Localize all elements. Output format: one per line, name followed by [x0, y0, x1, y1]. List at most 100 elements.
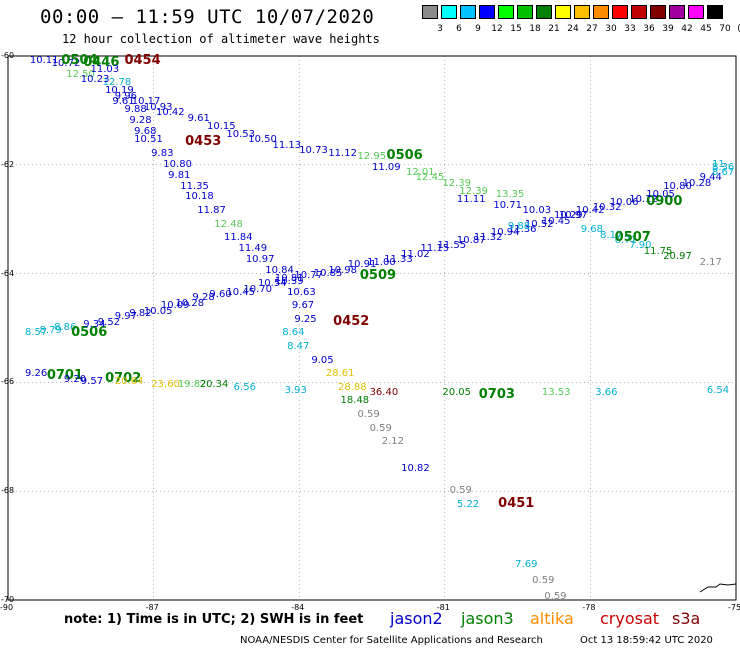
wave-height-label: 12.95	[357, 150, 387, 162]
legend-swatch	[669, 5, 685, 19]
wave-height-label: 8.79	[39, 324, 62, 336]
wave-height-label: 3.66	[595, 387, 618, 399]
legend-label: 45	[700, 24, 712, 34]
x-tick-label: -87	[145, 603, 159, 612]
wave-height-label: 11.33	[384, 254, 413, 265]
legend-swatch	[574, 5, 590, 19]
wave-height-label: 7.69	[515, 558, 538, 570]
wave-height-label: 10.53	[226, 128, 256, 140]
wave-height-label: 8.36	[712, 161, 735, 173]
wave-height-label: 28.61	[325, 368, 355, 380]
wave-height-label: 9.97	[114, 311, 138, 323]
legend-label: 30	[605, 24, 617, 34]
legend-swatch	[441, 5, 457, 19]
note-text: note: 1) Time is in UTC; 2) SWH is in fe…	[64, 612, 364, 627]
wave-height-label: 9.20	[63, 373, 87, 385]
y-tick-label: -64	[1, 268, 15, 278]
wave-height-label: 10.81	[274, 273, 304, 285]
y-tick-label: -66	[1, 377, 15, 387]
wave-height-label: 0.59	[544, 591, 567, 603]
legend-swatch	[536, 5, 552, 19]
source-credit: NOAA/NESDIS Center for Satellite Applica…	[240, 635, 543, 646]
wave-height-label: 10.52	[524, 218, 554, 230]
wave-height-label: 18.48	[340, 395, 370, 407]
wave-height-label: 36.40	[369, 387, 399, 399]
wave-height-label: 9.52	[97, 316, 121, 328]
legend-swatch	[593, 5, 609, 19]
pass-time-label: 0451	[498, 496, 535, 512]
wave-height-label: 11.55	[437, 240, 467, 252]
legend-swatch	[517, 5, 533, 19]
wave-height-label: 11	[712, 158, 725, 170]
wave-height-label: 8.86	[54, 322, 77, 333]
pass-time-label: 0446	[83, 55, 120, 71]
wave-height-label: 11.00	[367, 256, 396, 268]
wave-height-label: 7.90	[629, 240, 652, 252]
satellite-altika-label: altika	[530, 609, 574, 628]
wave-height-label: 8.67	[712, 166, 735, 178]
wave-height-label: 9.81	[168, 169, 191, 181]
wave-height-label: 20.05	[442, 387, 471, 399]
wave-height-label: 12.50	[66, 69, 95, 81]
wave-height-label: 9.88	[507, 221, 531, 233]
wave-height-label: 11.13	[272, 139, 302, 151]
wave-height-label: 11.35	[180, 180, 209, 192]
wave-height-label: 8.47	[287, 341, 310, 353]
wave-height-label: 10.71	[493, 199, 522, 211]
wave-height-label: 10.50	[248, 134, 277, 146]
wave-height-label: 9.68	[580, 224, 603, 236]
pass-time-label: 0509	[359, 267, 397, 283]
legend-swatch	[422, 5, 438, 19]
wave-height-label: 6.54	[706, 384, 730, 396]
legend-label: 18	[529, 24, 541, 34]
wave-height-label: 10.45	[226, 286, 256, 298]
map-subtitle: 12 hour collection of altimeter wave hei…	[62, 32, 380, 46]
wave-height-label: 9.05	[311, 354, 334, 366]
wave-height-label: 0.59	[369, 422, 392, 434]
wave-height-label: 23.60	[151, 379, 180, 391]
legend-swatch	[612, 5, 628, 19]
wave-height-label: 12.45	[415, 172, 445, 184]
legend-swatch	[650, 5, 666, 19]
map-grid	[7, 55, 737, 601]
wave-height-label: 9.60	[209, 289, 232, 301]
wave-height-label: 9.28	[129, 115, 152, 127]
wave-height-label: 11.49	[238, 243, 268, 255]
wave-height-label: 10.72	[51, 58, 81, 70]
wave-height-label: 10.84	[265, 264, 294, 276]
wave-height-label: 9.25	[294, 313, 317, 325]
pass-time-label: 0504	[61, 52, 98, 68]
wave-height-label: 10.80	[163, 158, 192, 170]
wave-height-label: 12.01	[405, 166, 435, 178]
wave-height-label: 9.82	[129, 308, 152, 320]
x-tick-label: -84	[291, 603, 305, 612]
x-tick-label: -81	[436, 603, 450, 612]
y-tick-label: -70	[1, 595, 15, 604]
wave-height-label: 10.06	[609, 196, 639, 208]
map-frame	[7, 55, 737, 601]
legend-label: 36	[643, 24, 655, 34]
legend-label: 24	[567, 24, 579, 34]
wave-height-label: 13.35	[495, 188, 525, 200]
legend-label: 9	[475, 24, 481, 34]
legend-swatch	[688, 5, 704, 19]
wave-height-label: 0.59	[532, 574, 555, 586]
wave-height-label: 10.77	[294, 270, 323, 282]
wave-height-label: 12.48	[214, 218, 243, 230]
wave-height-label: 9.44	[699, 172, 722, 184]
pass-time-label: 0507	[614, 229, 651, 245]
legend-swatch	[479, 5, 495, 19]
wave-height-label: 10.45	[541, 215, 571, 227]
wave-height-label: 9.67	[291, 300, 315, 312]
pass-time-label: 0701	[46, 368, 83, 384]
wave-height-label: 10.05	[143, 305, 173, 317]
wave-height-label: 10.11	[29, 55, 59, 67]
wave-height-label: 10.17	[131, 96, 161, 108]
pass-time-label: 0702	[105, 370, 142, 386]
wave-height-label: 9.57	[80, 376, 104, 388]
wave-height-label: 9.83	[151, 147, 174, 159]
satellite-jason2-label: jason2	[390, 609, 443, 628]
legend-label: 27	[586, 24, 598, 34]
wave-height-label: 10.51	[134, 134, 163, 146]
